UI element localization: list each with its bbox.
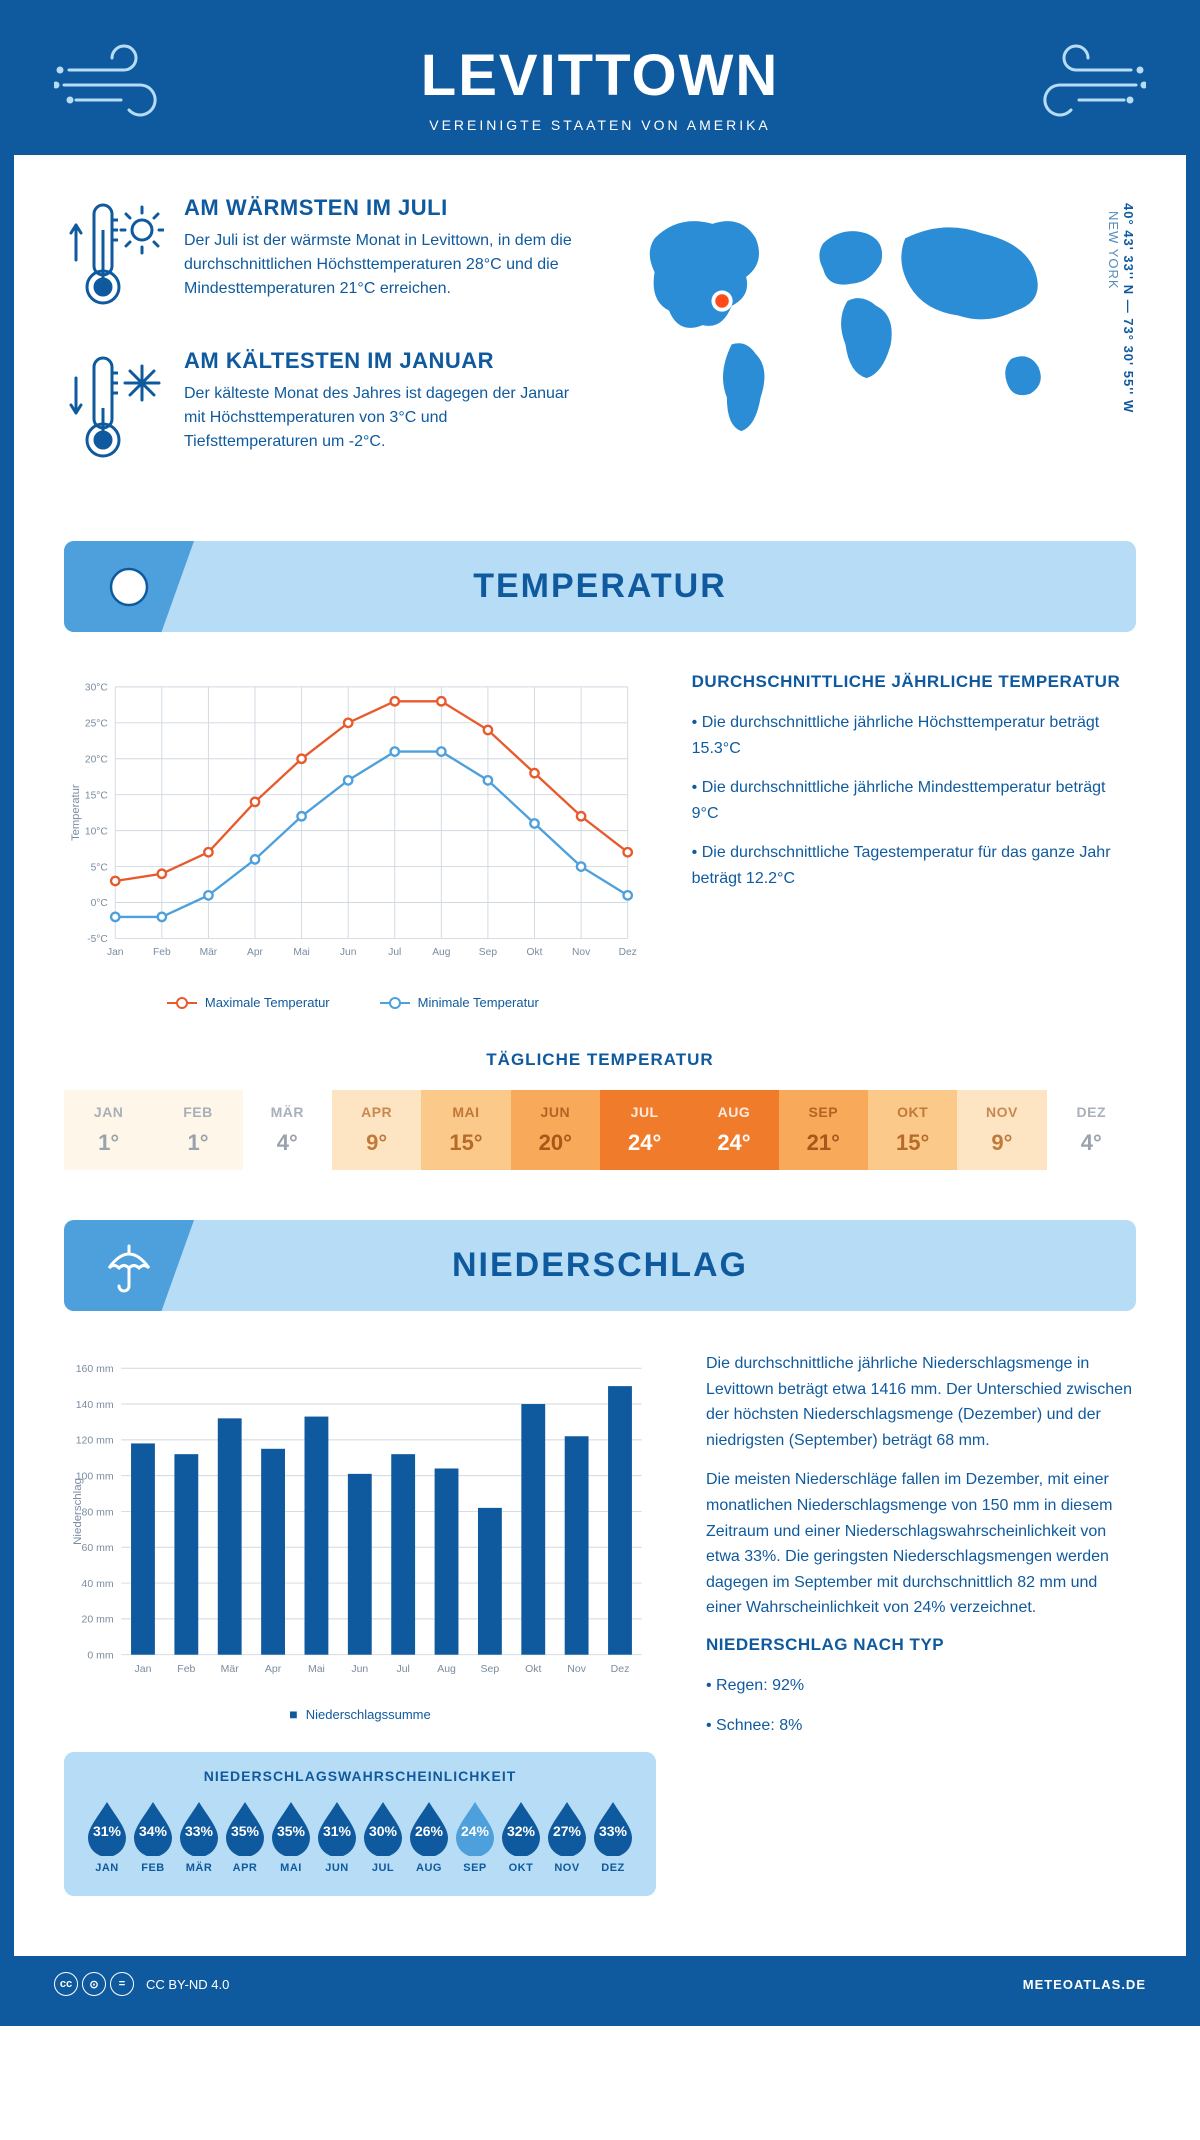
country-subtitle: VEREINIGTE STAATEN VON AMERIKA [34,117,1166,133]
precip-prob-drop: 35% APR [222,1798,268,1874]
svg-text:160 mm: 160 mm [76,1363,114,1375]
warmest-text: Der Juli ist der wärmste Monat in Levitt… [184,229,576,301]
svg-text:0 mm: 0 mm [87,1649,114,1661]
svg-text:Jan: Jan [135,1663,152,1675]
page-header: LEVITTOWN VEREINIGTE STAATEN VON AMERIKA [14,14,1186,155]
svg-text:Jul: Jul [388,947,401,958]
precip-prob-drop: 30% JUL [360,1798,406,1874]
heat-cell: OKT15° [868,1090,957,1170]
precip-prob-drop: 24% SEP [452,1798,498,1874]
svg-text:80 mm: 80 mm [82,1506,114,1518]
svg-text:Sep: Sep [479,947,498,958]
svg-text:Dez: Dez [611,1663,630,1675]
wind-icon [54,35,184,135]
coldest-title: AM KÄLTESTEN IM JANUAR [184,348,576,374]
svg-text:Sep: Sep [481,1663,500,1675]
precip-prob-drop: 27% NOV [544,1798,590,1874]
site-name: METEOATLAS.DE [1023,1977,1146,1992]
svg-text:40 mm: 40 mm [82,1578,114,1590]
temperature-summary: DURCHSCHNITTLICHE JÄHRLICHE TEMPERATUR •… [692,672,1136,1010]
precipitation-probability-strip: NIEDERSCHLAGSWAHRSCHEINLICHKEIT 31% JAN … [64,1752,656,1896]
svg-text:Feb: Feb [153,947,171,958]
warmest-title: AM WÄRMSTEN IM JULI [184,195,576,221]
svg-text:Apr: Apr [247,947,264,958]
svg-text:Aug: Aug [432,947,451,958]
precipitation-bar-chart: 0 mm20 mm40 mm60 mm80 mm100 mm120 mm140 … [64,1351,656,1691]
temperature-section-header: TEMPERATUR [64,541,1136,632]
bar-legend: Niederschlagssumme [64,1706,656,1722]
svg-text:Dez: Dez [619,947,637,958]
heat-cell: DEZ4° [1047,1090,1136,1170]
heat-cell: NOV9° [957,1090,1046,1170]
heat-cell: AUG24° [689,1090,778,1170]
heat-cell: JUN20° [511,1090,600,1170]
thermometer-cold-icon [64,348,164,473]
svg-text:Mai: Mai [308,1663,325,1675]
precipitation-summary: Die durchschnittliche jährliche Niedersc… [706,1351,1136,1896]
svg-text:-5°C: -5°C [87,934,108,945]
precip-prob-drop: 34% FEB [130,1798,176,1874]
svg-text:Mär: Mär [221,1663,240,1675]
heat-cell: APR9° [332,1090,421,1170]
svg-text:Jun: Jun [340,947,357,958]
svg-text:Nov: Nov [572,947,591,958]
heat-cell: MAI15° [421,1090,510,1170]
svg-text:20 mm: 20 mm [82,1614,114,1626]
chart-legend: Maximale Temperatur Minimale Temperatur [64,995,642,1010]
svg-text:30°C: 30°C [85,683,108,694]
svg-text:Aug: Aug [437,1663,456,1675]
daily-temp-title: TÄGLICHE TEMPERATUR [64,1050,1136,1070]
svg-text:140 mm: 140 mm [76,1399,114,1411]
page-footer: cc⊙= CC BY-ND 4.0 METEOATLAS.DE [14,1956,1186,2012]
precip-prob-drop: 33% DEZ [590,1798,636,1874]
svg-text:Jul: Jul [396,1663,409,1675]
svg-text:120 mm: 120 mm [76,1435,114,1447]
svg-text:25°C: 25°C [85,719,108,730]
heat-cell: SEP21° [779,1090,868,1170]
heat-cell: FEB1° [153,1090,242,1170]
svg-text:5°C: 5°C [91,862,108,873]
heat-cell: MÄR4° [243,1090,332,1170]
city-title: LEVITTOWN [34,42,1166,109]
world-map-icon [616,195,1098,501]
svg-text:15°C: 15°C [85,790,108,801]
coordinates: 40° 43' 33'' N — 73° 30' 55'' W NEW YORK [1098,195,1136,501]
svg-text:Mär: Mär [200,947,218,958]
precip-prob-drop: 31% JAN [84,1798,130,1874]
warmest-block: AM WÄRMSTEN IM JULI Der Juli ist der wär… [64,195,576,320]
svg-text:60 mm: 60 mm [82,1542,114,1554]
precip-prob-drop: 32% OKT [498,1798,544,1874]
coldest-block: AM KÄLTESTEN IM JANUAR Der kälteste Mona… [64,348,576,473]
svg-text:Okt: Okt [527,947,543,958]
svg-text:Mai: Mai [293,947,310,958]
svg-text:Apr: Apr [265,1663,282,1675]
cc-license-icon: cc⊙= [54,1972,134,1996]
svg-text:Feb: Feb [177,1663,195,1675]
coldest-text: Der kälteste Monat des Jahres ist dagege… [184,382,576,454]
license-text: CC BY-ND 4.0 [146,1977,229,1992]
daily-temp-heatstrip: JAN1° FEB1° MÄR4° APR9° MAI15° JUN20° JU… [64,1090,1136,1170]
precip-prob-drop: 33% MÄR [176,1798,222,1874]
precip-prob-drop: 31% JUN [314,1798,360,1874]
umbrella-icon [64,1220,194,1311]
precip-prob-drop: 35% MAI [268,1798,314,1874]
svg-text:10°C: 10°C [85,826,108,837]
precipitation-section-header: NIEDERSCHLAG [64,1220,1136,1311]
svg-text:Jun: Jun [351,1663,368,1675]
svg-text:Jan: Jan [107,947,124,958]
heat-cell: JUL24° [600,1090,689,1170]
svg-text:Temperatur: Temperatur [70,784,82,841]
precip-prob-drop: 26% AUG [406,1798,452,1874]
svg-text:Okt: Okt [525,1663,541,1675]
heat-cell: JAN1° [64,1090,153,1170]
wind-icon [1016,35,1146,135]
svg-text:20°C: 20°C [85,755,108,766]
temperature-line-chart: -5°C 0°C 5°C 10°C 15°C 20°C 25°C 30°C Jan Feb Mär A… [64,672,642,972]
svg-text:0°C: 0°C [91,898,108,909]
thermometer-hot-icon [64,195,164,320]
svg-text:Nov: Nov [567,1663,586,1675]
svg-text:Niederschlag: Niederschlag [72,1478,84,1545]
sun-icon [64,541,194,632]
